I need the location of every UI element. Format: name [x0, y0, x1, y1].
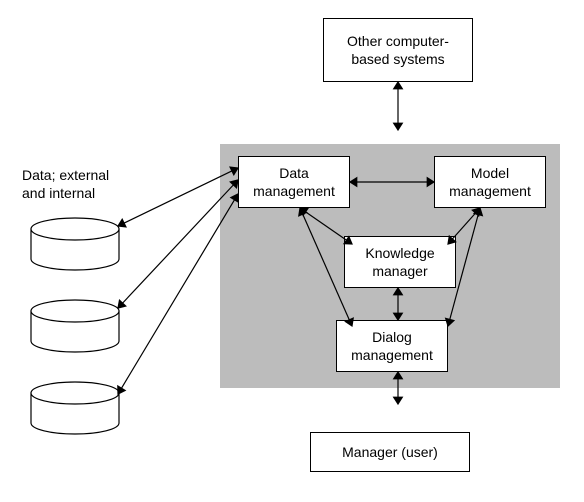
data-label: Data; externaland internal — [22, 166, 162, 202]
node-dialog-management: Dialogmanagement — [336, 320, 448, 372]
node-data-management: Datamanagement — [238, 156, 350, 208]
node-other-systems: Other computer-based systems — [323, 18, 473, 82]
node-knowledge-manager: Knowledgemanager — [344, 236, 456, 288]
node-manager-user: Manager (user) — [310, 432, 470, 472]
node-model-management: Modelmanagement — [434, 156, 546, 208]
